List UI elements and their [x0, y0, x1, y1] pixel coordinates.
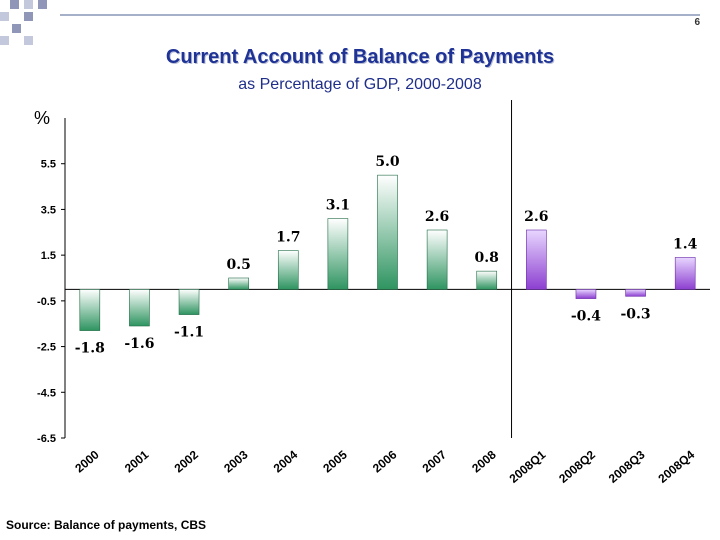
bar-2006: [377, 174, 398, 290]
bar-2008Q2: [575, 289, 597, 299]
y-tick-label: 3.5: [41, 204, 56, 216]
data-label-2005: 3.1: [326, 198, 350, 214]
header-rule: [60, 14, 700, 16]
chart-subtitle: as Percentage of GDP, 2000-2008: [238, 76, 482, 93]
x-tick-label-2008Q1: 2008Q1: [507, 447, 549, 485]
bar-2008Q1: [526, 229, 547, 290]
y-tick-label: 5.5: [41, 159, 56, 171]
data-label-2003: 0.5: [226, 257, 250, 273]
x-tick-label-2003: 2003: [221, 447, 251, 475]
bar-2007: [426, 229, 448, 290]
data-label-2008Q1: 2.6: [524, 209, 548, 225]
x-tick-label-2008: 2008: [469, 447, 499, 475]
data-label-2001: -1.6: [124, 336, 154, 352]
x-tick-label-2006: 2006: [370, 447, 400, 475]
data-label-2008Q2: -0.4: [571, 309, 601, 325]
x-tick-label-2008Q2: 2008Q2: [556, 447, 598, 485]
data-label-2000: -1.8: [75, 341, 105, 357]
y-tick-label: -4.5: [37, 387, 56, 399]
data-label-2004: 1.7: [276, 230, 300, 246]
page-number: 6: [694, 17, 700, 28]
y-tick-label: -6.5: [37, 433, 56, 445]
bar-2008Q4: [674, 257, 696, 290]
x-tick-label-2008Q4: 2008Q4: [655, 447, 697, 485]
x-tick-label-2008Q3: 2008Q3: [606, 447, 648, 485]
x-tick-label-2002: 2002: [172, 447, 202, 475]
y-tick-label: 1.5: [41, 250, 56, 262]
data-label-2008: 0.8: [475, 250, 499, 266]
corner-decoration: [0, 0, 47, 45]
y-tick-label: -0.5: [37, 296, 56, 308]
bar-2001: [129, 289, 150, 327]
data-label-2008Q4: 1.4: [673, 236, 698, 252]
bar-2008Q3: [625, 289, 646, 297]
data-label-2007: 2.6: [425, 209, 449, 225]
bar-2000: [79, 289, 101, 331]
y-unit-label: %: [34, 108, 50, 128]
bar-2004: [277, 250, 299, 290]
x-tick-label-2000: 2000: [72, 447, 102, 475]
chart-title: Current Account of Balance of Payments: [165, 46, 555, 68]
data-label-2008Q3: -0.3: [620, 306, 650, 322]
bar-2002: [178, 289, 200, 315]
x-tick-label-2001: 2001: [122, 447, 152, 475]
bar-2003: [228, 277, 249, 290]
data-label-2006: 5.0: [375, 154, 400, 170]
y-tick-label: -2.5: [37, 342, 56, 354]
data-label-2002: -1.1: [174, 325, 204, 341]
x-tick-label-2005: 2005: [320, 447, 350, 475]
bar-2005: [327, 218, 349, 290]
source-note: Source: Balance of payments, CBS: [6, 518, 207, 532]
x-tick-label-2007: 2007: [420, 447, 450, 475]
x-tick-label-2004: 2004: [271, 447, 301, 475]
bar-2008: [476, 270, 498, 290]
